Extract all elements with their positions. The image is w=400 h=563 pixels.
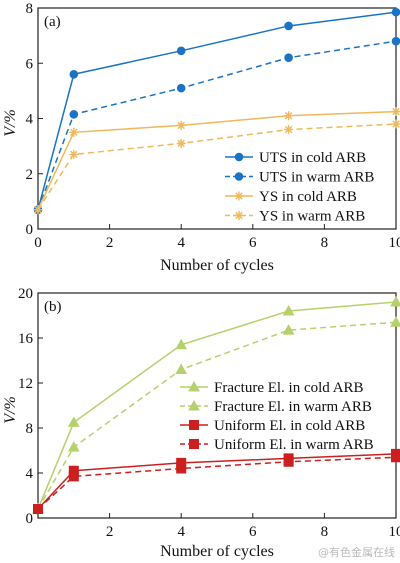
data-point (176, 463, 187, 474)
data-point (282, 304, 295, 316)
legend-label: Uniform El. in cold ARB (214, 418, 365, 434)
data-point (391, 107, 400, 117)
y-axis-title: V/% (2, 109, 19, 137)
legend-swatch-marker (234, 172, 244, 181)
data-point (391, 36, 400, 46)
data-point (282, 324, 295, 335)
x-tick-label: 6 (249, 524, 257, 540)
legend-label: YS in cold ARB (259, 189, 357, 205)
x-axis-title: Number of cycles (160, 543, 274, 560)
data-point (284, 21, 293, 31)
data-point (176, 46, 186, 56)
y-tick-label: 6 (26, 56, 34, 72)
data-point (33, 504, 43, 514)
y-tick-label: 2 (26, 167, 34, 183)
legend-swatch-marker (189, 420, 199, 430)
x-tick-label: 8 (321, 235, 329, 251)
y-axis-title: V/% (2, 396, 19, 424)
y-tick-label: 8 (26, 1, 34, 17)
series-line (37, 453, 397, 510)
data-point (391, 452, 400, 463)
data-point (391, 7, 400, 17)
x-axis-title: Number of cycles (160, 257, 274, 274)
watermark: @有色金属在线 (318, 545, 395, 559)
x-tick-label: 6 (249, 235, 257, 251)
data-point (284, 125, 294, 135)
legend-swatch-marker (234, 191, 244, 201)
data-point (391, 119, 400, 129)
legend: Fracture El. in cold ARB Fracture El. in … (180, 380, 374, 453)
data-point (175, 363, 188, 374)
data-point (176, 138, 186, 148)
legend: UTS in cold ARB UTS in warm ARB YS in cold… (225, 150, 374, 225)
data-point (390, 316, 400, 327)
plot-frame (37, 292, 397, 519)
series-2 (32, 316, 400, 514)
x-tick-label: 8 (321, 524, 329, 540)
y-tick-label: 20 (18, 286, 33, 302)
y-tick-label: 16 (18, 331, 34, 347)
y-tick-label: 4 (26, 466, 34, 482)
data-point (284, 53, 293, 63)
y-tick-label: 4 (26, 112, 34, 128)
legend-label: UTS in warm ARB (259, 170, 374, 186)
legend-label: Uniform El. in warm ARB (214, 437, 374, 453)
data-point (33, 205, 43, 215)
data-point (67, 416, 80, 427)
series-4 (33, 452, 400, 514)
panel-label: (b) (44, 299, 62, 315)
x-tick-label: 2 (106, 235, 114, 251)
legend-swatch-marker (188, 380, 200, 392)
x-tick-label: 2 (106, 524, 114, 540)
data-point (68, 471, 79, 482)
legend-label: Fracture El. in cold ARB (214, 380, 364, 396)
legend-swatch-marker (234, 152, 244, 162)
chart-panel: 2 4 6 8 10 0 4 8 12 16 20 Number of cycles V/% (b) Fra… (2, 286, 400, 560)
data-point (283, 456, 294, 467)
legend-label: YS in warm ARB (259, 209, 365, 225)
data-point (69, 110, 79, 119)
data-point (176, 83, 186, 93)
data-point (67, 441, 80, 452)
series-line (37, 456, 397, 510)
data-point (69, 127, 79, 137)
series-4 (33, 119, 400, 215)
data-point (390, 295, 400, 307)
y-tick-label: 0 (26, 511, 34, 527)
x-tick-label: 0 (34, 235, 42, 251)
series-2 (33, 36, 400, 214)
data-point (175, 338, 188, 350)
panel-label: (a) (44, 14, 61, 30)
data-point (284, 111, 294, 121)
x-tick-label: 10 (389, 524, 400, 540)
series-line (37, 321, 397, 510)
chart-panel: 0 2 4 6 8 10 0 2 4 6 8 Number of cycles V/% (a) UTS in… (2, 1, 400, 274)
y-tick-label: 0 (26, 222, 34, 238)
data-point (176, 120, 186, 130)
x-tick-label: 4 (177, 235, 185, 251)
data-point (69, 70, 79, 79)
legend-swatch-marker (188, 399, 200, 411)
x-tick-label: 4 (177, 524, 185, 540)
legend-label: UTS in cold ARB (259, 150, 366, 166)
legend-swatch-marker (234, 211, 244, 220)
x-tick-label: 10 (389, 235, 400, 251)
data-point (69, 149, 79, 159)
legend-label: Fracture El. in warm ARB (214, 399, 372, 415)
y-tick-label: 12 (18, 376, 33, 392)
y-tick-label: 8 (26, 421, 34, 437)
legend-swatch-marker (189, 439, 199, 449)
